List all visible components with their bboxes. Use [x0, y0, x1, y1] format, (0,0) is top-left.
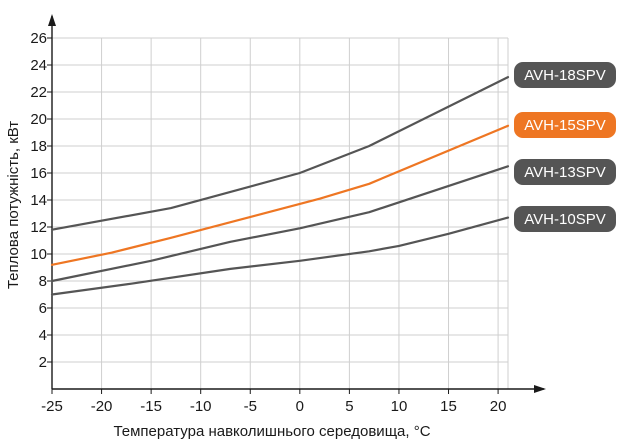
series-label-badge — [514, 62, 616, 88]
y-tick-label: 8 — [39, 273, 47, 290]
series-label-avh-13spv: AVH-13SPV — [514, 159, 616, 185]
y-tick-label: 20 — [30, 111, 47, 128]
y-tick-label: 24 — [30, 57, 47, 74]
x-tick-label: 15 — [440, 398, 457, 415]
x-tick-label: 0 — [296, 398, 304, 415]
series-label-badge — [514, 206, 616, 232]
y-tick-label: 18 — [30, 138, 47, 155]
series-label-badge — [514, 112, 616, 138]
y-tick-label: 14 — [30, 192, 47, 209]
x-tick-label: -25 — [41, 398, 63, 415]
y-tick-label: 22 — [30, 84, 47, 101]
grid — [52, 37, 509, 389]
series-labels: AVH-18SPV AVH-15SPV AVH-13SPV AVH-10SPV — [514, 62, 616, 232]
series-label-text: AVH-15SPV — [524, 117, 605, 134]
y-tick-label: 10 — [30, 246, 47, 263]
x-tick-label: -15 — [140, 398, 162, 415]
y-tick-label: 6 — [39, 300, 47, 317]
x-tick-label: 5 — [345, 398, 353, 415]
series-label-text: AVH-13SPV — [524, 164, 605, 181]
tick-labels: -25 -20 -15 -10 -5 0 5 10 15 20246810121416182022… — [30, 30, 506, 415]
series-line-avh-15spv — [50, 124, 510, 266]
y-tick-label: 12 — [30, 219, 47, 236]
series-lines — [50, 75, 510, 296]
y-tick-label: 2 — [39, 354, 47, 371]
series-label-text: AVH-10SPV — [524, 211, 605, 228]
series-line-avh-18spv — [50, 75, 510, 231]
axes — [48, 14, 546, 393]
series-label-avh-10spv: AVH-10SPV — [514, 206, 616, 232]
x-axis-arrow-icon — [534, 385, 546, 393]
y-tick-label: 4 — [39, 327, 47, 344]
x-tick-label: -5 — [244, 398, 257, 415]
series-label-text: AVH-18SPV — [524, 67, 605, 84]
series-label-avh-18spv: AVH-18SPV — [514, 62, 616, 88]
x-tick-label: -20 — [91, 398, 113, 415]
x-axis-title: Температура навколишнього середовища, °С — [113, 423, 430, 440]
series-line-avh-13spv — [50, 165, 510, 283]
x-tick-label: -10 — [190, 398, 212, 415]
y-axis-arrow-icon — [48, 14, 56, 26]
y-tick-label: 16 — [30, 165, 47, 182]
y-tick-label: 26 — [30, 30, 47, 47]
x-tick-label: 20 — [490, 398, 507, 415]
series-label-badge — [514, 159, 616, 185]
series-label-avh-15spv: AVH-15SPV — [514, 112, 616, 138]
series-line-avh-10spv — [50, 216, 510, 296]
x-tick-label: 10 — [391, 398, 408, 415]
y-axis-title: Теплова потужність, кВт — [5, 121, 22, 289]
